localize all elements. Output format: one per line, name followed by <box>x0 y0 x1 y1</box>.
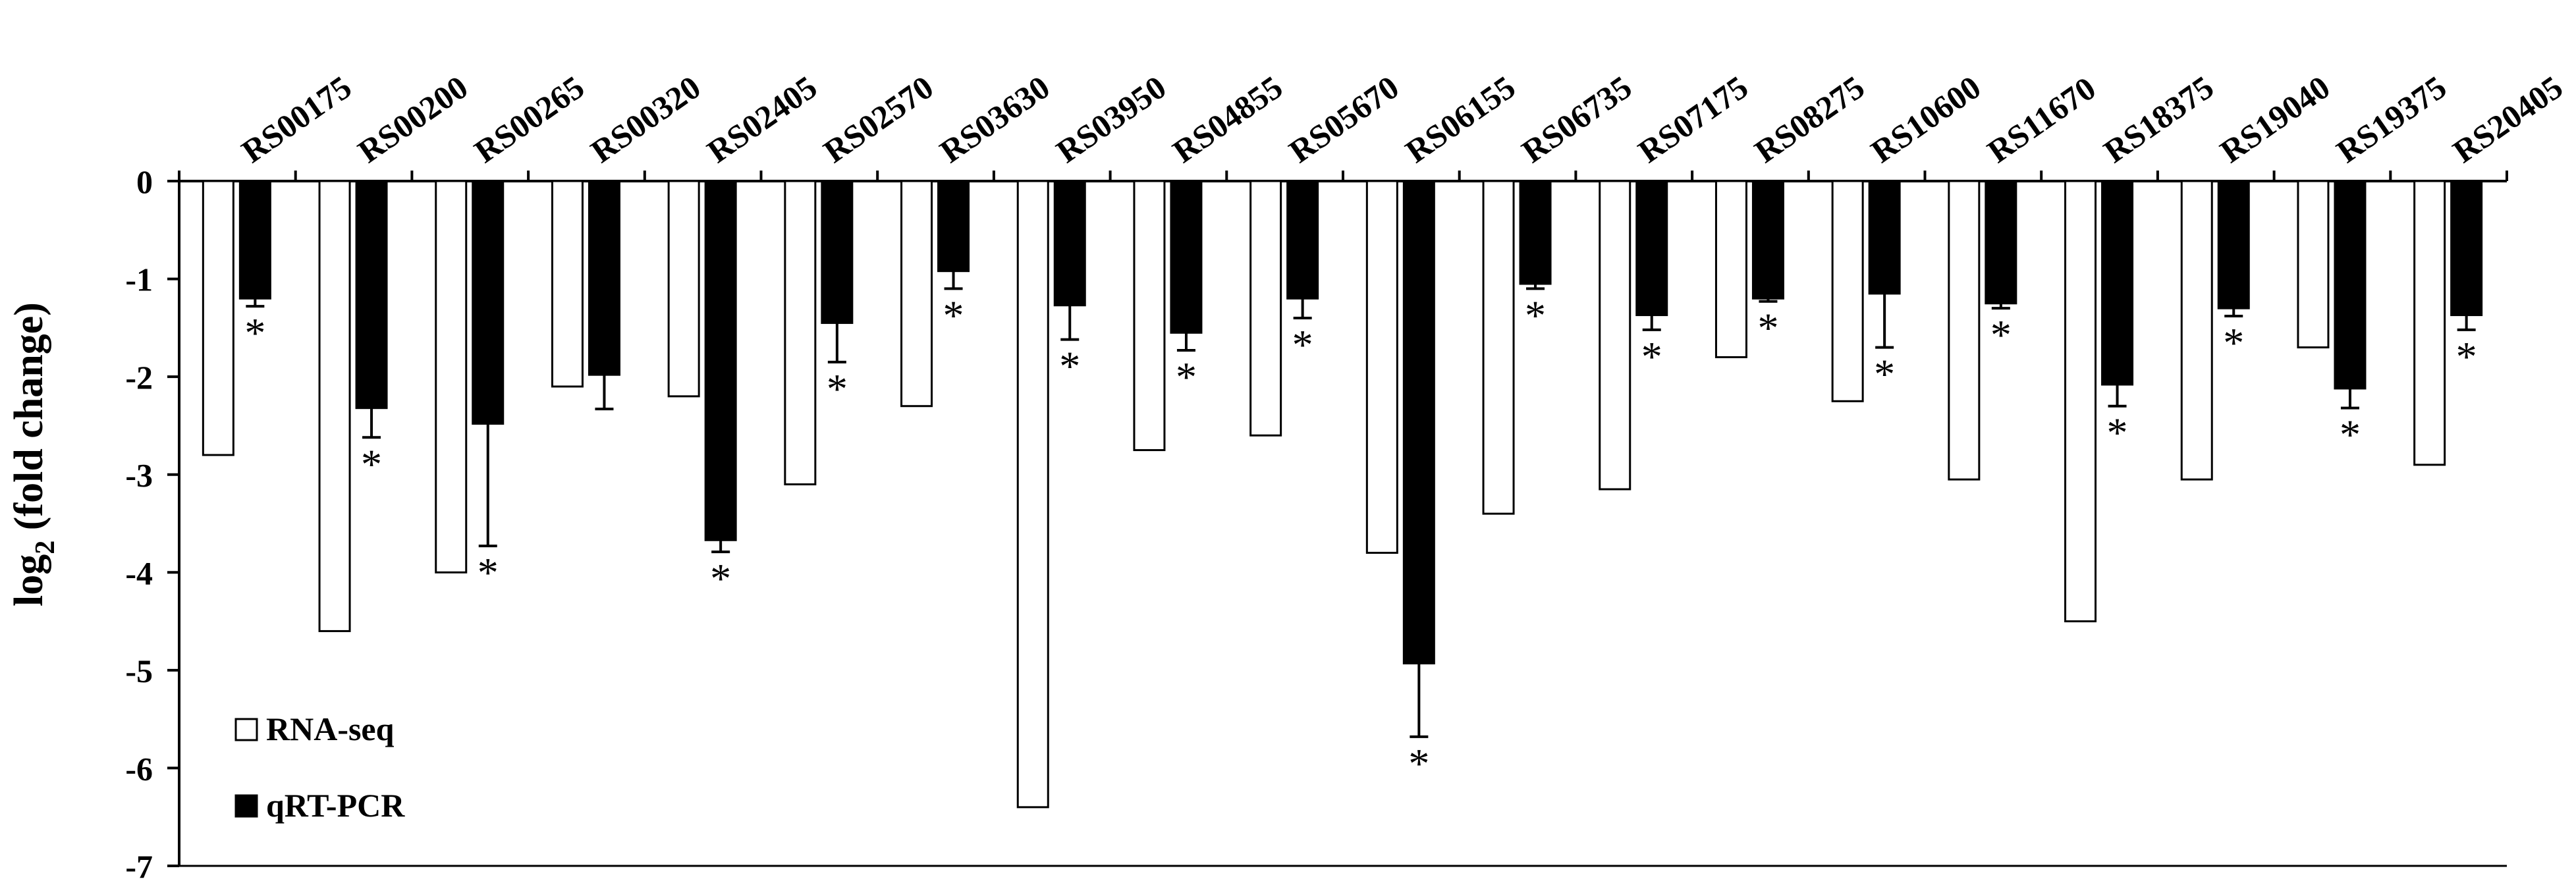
significance-star: * <box>943 292 964 338</box>
bar-qrt-pcr <box>1635 180 1668 317</box>
bar-qrt-pcr <box>704 180 737 541</box>
bar-qrt-pcr <box>1985 180 2017 305</box>
category-label: RS00200 <box>351 68 474 170</box>
significance-star: * <box>1292 321 1313 368</box>
category-label: RS08275 <box>1748 68 1871 170</box>
bar-qrt-pcr <box>355 180 388 410</box>
bar-rna-seq <box>1948 180 1981 481</box>
bar-rna-seq <box>2413 180 2446 466</box>
category-label: RS02570 <box>817 68 940 170</box>
category-label: RS19375 <box>2330 68 2453 170</box>
bar-qrt-pcr <box>1053 180 1086 307</box>
bar-rna-seq <box>202 180 234 456</box>
bar-rna-seq <box>435 180 468 574</box>
category-label: RS00265 <box>468 68 591 170</box>
significance-star: * <box>827 365 848 412</box>
y-axis-label-subscript: 2 <box>30 541 61 554</box>
bar-qrt-pcr <box>238 180 271 300</box>
bar-rna-seq <box>1249 180 1282 437</box>
y-tick-label: -2 <box>125 359 153 396</box>
bar-qrt-pcr <box>1170 180 1203 334</box>
y-tick-label: -3 <box>125 457 153 494</box>
bar-rna-seq <box>2064 180 2097 623</box>
category-label: RS06155 <box>1399 68 1522 170</box>
significance-star: * <box>2223 319 2244 366</box>
significance-star: * <box>361 441 382 487</box>
significance-star: * <box>2340 412 2361 458</box>
category-label: RS20405 <box>2446 68 2569 170</box>
bar-rna-seq <box>318 180 351 632</box>
bar-rna-seq <box>1133 180 1166 452</box>
significance-star: * <box>244 309 265 356</box>
y-tick-label: -5 <box>125 653 153 689</box>
significance-star: * <box>1874 351 1895 398</box>
bar-rna-seq <box>2297 180 2330 349</box>
bar-qrt-pcr <box>2101 180 2134 386</box>
significance-star: * <box>1408 740 1429 787</box>
significance-star: * <box>1176 354 1197 400</box>
y-tick-label: 0 <box>136 163 153 200</box>
bar-rna-seq <box>1482 180 1515 515</box>
bar-qrt-pcr <box>821 180 854 324</box>
significance-star: * <box>1641 333 1662 380</box>
category-label: RS03950 <box>1049 68 1172 170</box>
significance-star: * <box>2456 333 2477 380</box>
bar-qrt-pcr <box>937 180 970 273</box>
significance-star: * <box>1990 311 2012 358</box>
bar-rna-seq <box>1599 180 1631 491</box>
significance-star: * <box>2107 410 2128 456</box>
category-label: RS11670 <box>1981 69 2102 170</box>
bar-rna-seq <box>900 180 933 408</box>
y-axis-label-rest: (fold change) <box>7 302 51 541</box>
bar-rna-seq <box>551 180 584 388</box>
bar-rna-seq <box>2180 180 2213 481</box>
category-label: RS19040 <box>2213 68 2336 170</box>
significance-star: * <box>478 549 499 596</box>
category-label: RS07175 <box>1631 68 1755 170</box>
significance-star: * <box>1757 305 1778 352</box>
category-label: RS04855 <box>1166 68 1289 170</box>
y-tick-label: -7 <box>125 848 153 883</box>
significance-star: * <box>1059 343 1080 390</box>
y-tick-label: -4 <box>125 554 153 591</box>
bar-qrt-pcr <box>588 180 620 376</box>
category-label: RS02405 <box>700 68 823 170</box>
bar-qrt-pcr <box>2334 180 2367 390</box>
significance-star: * <box>710 555 731 602</box>
legend-swatch-qrt-pcr <box>234 794 258 818</box>
category-label: RS06735 <box>1515 68 1638 170</box>
legend-swatch-rna-seq <box>234 718 258 741</box>
y-tick-label: -1 <box>125 261 153 298</box>
bar-qrt-pcr <box>1868 180 1901 295</box>
bar-rna-seq <box>667 180 700 398</box>
significance-star: * <box>1525 292 1546 338</box>
bar-rna-seq <box>1831 180 1864 402</box>
bar-rna-seq <box>1016 180 1049 809</box>
legend: RNA-seq qRT-PCR <box>234 710 405 824</box>
category-label: RS05670 <box>1282 68 1406 170</box>
bar-rna-seq <box>1365 180 1398 554</box>
bar-qrt-pcr <box>1751 180 1784 300</box>
y-axis-label-main: log <box>7 554 51 606</box>
legend-label-rna-seq: RNA-seq <box>266 710 395 747</box>
category-label: RS18375 <box>2097 68 2220 170</box>
bar-qrt-pcr <box>1402 180 1435 664</box>
legend-label-qrt-pcr: qRT-PCR <box>266 787 405 824</box>
category-label: RS03630 <box>933 68 1056 170</box>
bar-qrt-pcr <box>2217 180 2250 309</box>
y-tick-label: -6 <box>125 750 153 787</box>
bar-rna-seq <box>1714 180 1747 358</box>
bar-qrt-pcr <box>2450 180 2483 317</box>
bar-rna-seq <box>784 180 817 486</box>
bar-qrt-pcr <box>1519 180 1552 285</box>
category-label: RS00320 <box>584 68 707 170</box>
category-label: RS00175 <box>235 68 358 170</box>
bar-qrt-pcr <box>472 180 505 425</box>
category-label: RS10600 <box>1864 68 1987 170</box>
y-axis-label: log2 (fold change) <box>7 302 61 606</box>
svg-text:log2 (fold change): log2 (fold change) <box>7 302 61 606</box>
bar-qrt-pcr <box>1286 180 1319 300</box>
